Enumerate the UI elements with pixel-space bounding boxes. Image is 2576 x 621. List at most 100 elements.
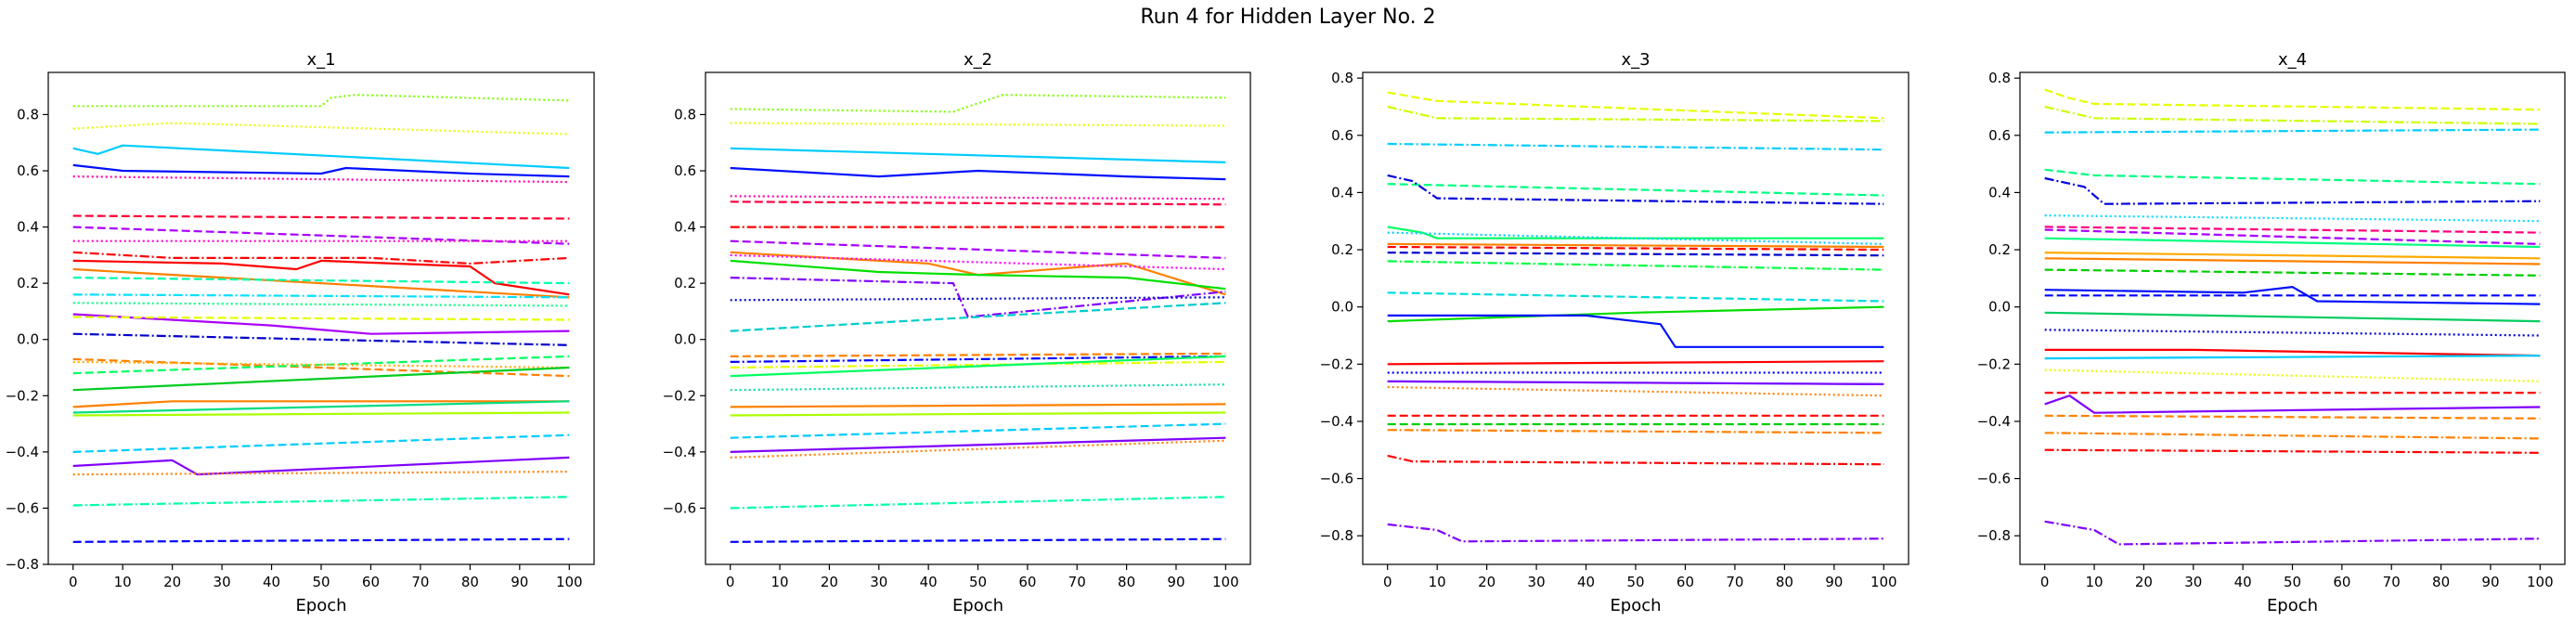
series-line-6 [2044,214,2541,223]
series-line-15 [72,313,570,335]
series-line-8 [730,239,1226,259]
subplot-title: x_4 [2278,50,2307,70]
x-tick-label: 20 [2135,574,2153,590]
series-line-14 [72,302,570,307]
x-tick-label: 0 [1383,574,1392,590]
x-tick-label: 10 [2085,574,2103,590]
series-line-21 [2044,395,2541,414]
series-line-1 [2044,88,2541,111]
series-line-20 [72,360,570,369]
x-tick-label: 50 [312,574,330,590]
series-line-7 [1387,231,1884,245]
y-tick-label: −0.2 [663,387,696,404]
series-line-22 [730,436,1226,453]
series-line-10 [1387,252,1884,257]
series-line-23 [72,411,570,417]
x-tick-label: 20 [821,574,838,590]
y-tick-label: 0.4 [17,219,39,236]
x-tick-label: 20 [1478,574,1495,590]
x-tick-label: 100 [1212,574,1239,590]
x-tick-label: 70 [1068,574,1086,590]
y-tick-label: −0.6 [663,499,696,516]
series-line-3 [730,147,1226,163]
series-line-24 [2044,448,2541,454]
y-tick-label: −0.4 [6,444,39,460]
figure-title: Run 4 for Hidden Layer No. 2 [1140,6,1436,29]
x-tick-label: 100 [2527,574,2554,590]
y-tick-label: 0.4 [674,219,696,236]
series-line-6 [1387,226,1884,239]
series-line-17 [72,332,570,346]
y-tick-label: 0.8 [1988,70,2011,86]
x-tick-label: 70 [411,574,429,590]
series-line-19 [730,383,1226,392]
series-line-17 [730,360,1226,369]
series-line-7 [2044,226,2541,234]
y-tick-label: −0.2 [1320,356,1353,372]
series-line-26 [72,456,570,476]
y-tick-label: −0.8 [6,556,39,573]
subplot-title: x_1 [306,50,335,70]
x-tick-label: 50 [2284,574,2301,590]
x-tick-label: 40 [263,574,280,590]
series-line-6 [730,201,1226,206]
x-tick-label: 100 [556,574,583,590]
series-line-18 [1387,380,1884,385]
series-line-15 [2044,311,2541,323]
y-tick-label: 0.6 [17,162,39,179]
series-line-25 [730,496,1226,510]
series-line-13 [1387,305,1884,323]
series-line-27 [72,471,570,476]
series-line-11 [72,267,570,299]
series-line-15 [730,352,1226,357]
series-line-24 [730,439,1226,459]
axes-frame [705,71,1251,565]
series-line-13 [2044,286,2541,305]
y-tick-label: 0.8 [674,106,696,123]
x-tick-label: 0 [2040,574,2050,590]
x-tick-label: 90 [1167,574,1184,590]
series-line-14 [730,302,1226,332]
series-group [1387,91,1884,543]
y-tick-label: 0.2 [17,275,39,291]
x-tick-label: 60 [362,574,380,590]
subplot-x_2: 0 10 20 30 40 50 60 70 80 90 100 −0.6 −0.4 −0.2 0.0 0.2… [663,50,1251,615]
series-line-25 [2044,520,2541,546]
subplot-x_4: 0 10 20 30 40 50 60 70 80 90 100 −0.8 −0.6 −0.4 −0.2 0.… [1977,50,2566,615]
series-line-19 [2044,369,2541,382]
series-line-23 [2044,432,2541,440]
subplot-title: x_2 [964,50,992,70]
subplot-x_1: 0 10 20 30 40 50 60 70 80 90 100 −0.8 −0.6 −0.4 −0.2 0.… [6,50,595,615]
series-group [730,94,1226,543]
series-line-13 [72,293,570,299]
series-line-10 [2044,252,2541,260]
y-tick-label: 0.0 [1988,299,2011,316]
x-tick-label: 10 [770,574,788,590]
x-tick-label: 60 [1676,574,1694,590]
x-tick-label: 20 [163,574,181,590]
series-line-21 [72,366,570,392]
y-tick-label: 0.6 [674,162,696,179]
y-tick-label: −0.6 [1977,471,2011,487]
series-line-12 [730,277,1226,318]
y-tick-label: 0.8 [17,106,39,123]
x-tick-label: 30 [870,574,887,590]
y-tick-label: −0.2 [1977,356,2011,372]
x-tick-label: 70 [2383,574,2401,590]
x-tick-label: 40 [1577,574,1595,590]
series-line-9 [72,251,570,265]
series-line-3 [2044,128,2541,134]
series-line-10 [730,259,1226,291]
x-tick-label: 30 [1528,574,1546,590]
series-line-2 [1387,105,1884,123]
series-line-25 [72,433,570,453]
y-tick-label: −0.4 [663,444,696,460]
series-line-11 [730,253,1226,271]
series-line-13 [730,296,1226,302]
series-line-24 [72,400,570,414]
series-line-22 [72,400,570,408]
subplot-x_3: 0 10 20 30 40 50 60 70 80 90 100 −0.8 −0.6 −0.4 −0.2 0.… [1320,50,1909,615]
series-line-8 [2044,228,2541,245]
series-line-3 [1387,142,1884,151]
x-tick-label: 40 [2234,574,2252,590]
